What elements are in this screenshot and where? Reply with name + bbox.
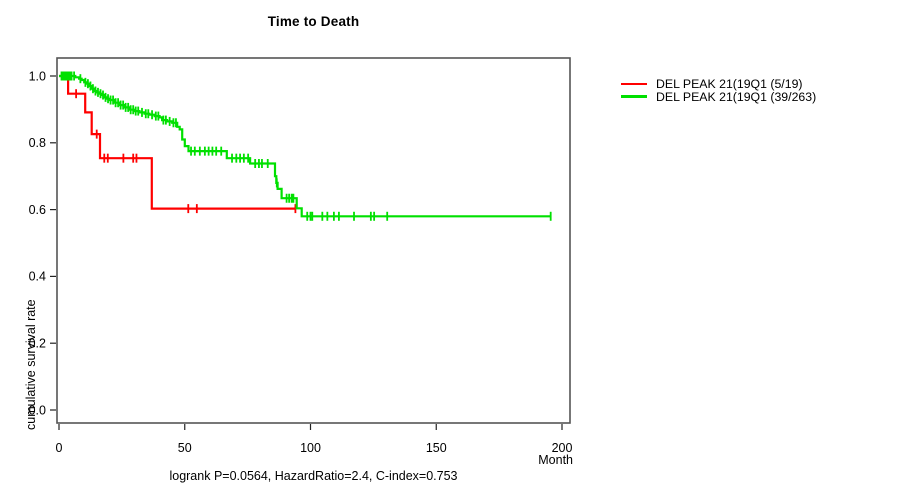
legend-item-red: DEL PEAK 21(19Q1 (5/19) (621, 77, 816, 92)
y-tick-label: 0.8 (29, 136, 46, 150)
x-tick-label: 200 (552, 441, 573, 455)
x-tick-label: 50 (178, 441, 192, 455)
km-curve-green (59, 74, 551, 218)
legend-line-green-icon (621, 95, 647, 98)
x-tick-label: 150 (426, 441, 447, 455)
y-tick-label: 0.4 (29, 270, 46, 284)
y-tick-label: 0.6 (29, 203, 46, 217)
legend-label-green: DEL PEAK 21(19Q1 (39/263) (656, 89, 817, 104)
legend: DEL PEAK 21(19Q1 (5/19) DEL PEAK 21(19Q1… (621, 77, 817, 104)
legend-label-red: DEL PEAK 21(19Q1 (5/19) (656, 77, 803, 92)
y-tick-label: 1.0 (29, 69, 46, 83)
x-axis-title: Month (538, 453, 573, 467)
x-tick-label: 100 (300, 441, 321, 455)
plot-frame (56, 57, 571, 424)
y-tick-label: 0.0 (29, 403, 46, 417)
chart-title: Time to Death (267, 14, 360, 29)
km-curve-red (59, 74, 296, 210)
x-tick-label: 0 (56, 441, 63, 455)
y-tick-label: 0.2 (29, 337, 46, 351)
legend-line-red-icon (621, 82, 647, 86)
stats-annotation: logrank P=0.0564, HazardRatio=2.4, C-ind… (169, 469, 458, 483)
legend-item-green: DEL PEAK 21(19Q1 (39/263) (621, 89, 817, 104)
